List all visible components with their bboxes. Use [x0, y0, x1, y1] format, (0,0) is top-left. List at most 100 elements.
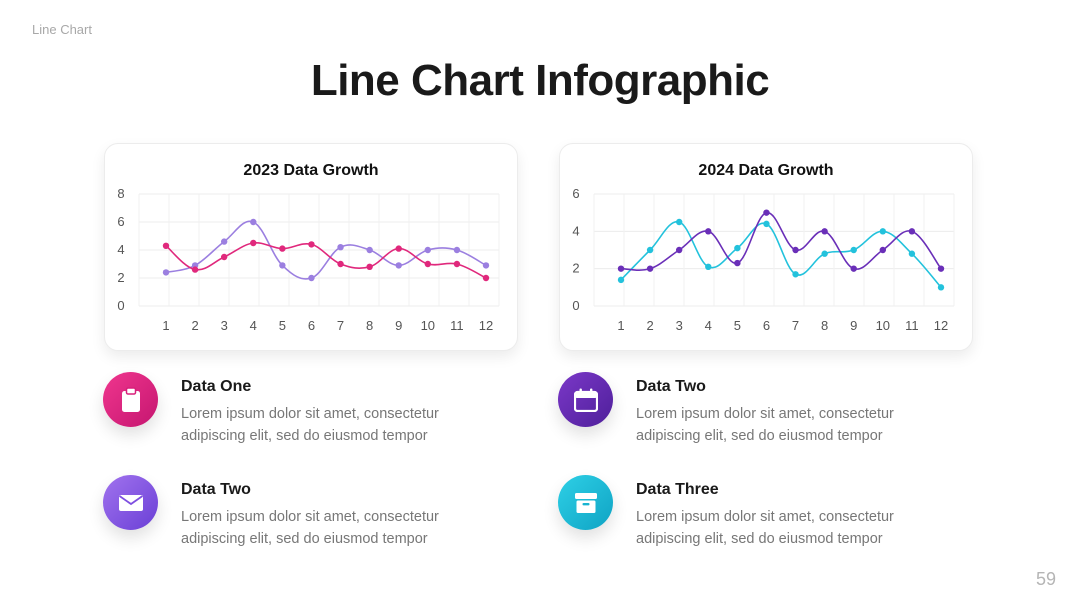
y-tick-label: 6 [117, 214, 124, 229]
data-point [850, 246, 857, 254]
item-description: Lorem ipsum dolor sit amet, consectetur … [636, 406, 894, 444]
x-tick-label: 1 [162, 318, 169, 333]
calendar-icon [558, 372, 613, 427]
series-line-2 [620, 211, 942, 271]
data-point [337, 260, 344, 268]
y-tick-label: 2 [572, 261, 579, 276]
data-point [908, 250, 916, 257]
x-tick-label: 11 [905, 318, 919, 333]
x-tick-label: 8 [821, 318, 828, 333]
info-item-data-three: Data Three Lorem ipsum dolor sit amet, c… [558, 475, 958, 555]
info-item-data-two-right: Data Two Lorem ipsum dolor sit amet, con… [558, 372, 958, 452]
data-point [162, 269, 170, 276]
item-title: Data Three [636, 481, 719, 498]
data-point [279, 245, 286, 252]
x-tick-label: 2 [191, 318, 198, 333]
clipboard-icon [103, 372, 158, 427]
page-number: 59 [1035, 569, 1056, 589]
x-tick-label: 10 [876, 318, 890, 333]
item-title: Data Two [181, 481, 251, 498]
item-title: Data One [181, 378, 252, 395]
data-point [675, 246, 683, 254]
data-point [482, 274, 490, 282]
x-tick-label: 6 [763, 318, 770, 333]
data-point [453, 246, 461, 254]
data-point [337, 244, 344, 251]
x-tick-label: 10 [421, 318, 435, 333]
data-point [617, 276, 625, 284]
x-tick-label: 3 [221, 318, 228, 333]
section-label: Line Chart [32, 22, 92, 37]
data-point [162, 242, 170, 249]
data-point [395, 245, 402, 252]
data-point [395, 262, 402, 269]
x-tick-label: 7 [792, 318, 799, 333]
x-tick-label: 6 [308, 318, 315, 333]
data-point [617, 265, 625, 272]
data-point [821, 250, 828, 257]
data-point [646, 246, 654, 254]
x-tick-label: 5 [734, 318, 741, 333]
page-title: Line Chart Infographic [310, 56, 770, 105]
data-point [191, 266, 199, 273]
x-tick-label: 2 [646, 318, 653, 333]
x-tick-label: 7 [337, 318, 344, 333]
data-point [879, 246, 887, 254]
data-point [937, 284, 945, 291]
chart-title: 2023 Data Growth [243, 162, 379, 179]
data-point [646, 265, 654, 272]
data-point [220, 238, 228, 245]
chart-card-2024: 2024 Data Growth 0 2 4 6 1 2 3 4 5 6 7 8 9 10 11 12 [559, 143, 973, 351]
data-point [308, 274, 315, 282]
chart-title: 2024 Data Growth [698, 162, 834, 179]
data-point [366, 246, 373, 254]
data-point [734, 244, 741, 252]
data-point [792, 246, 799, 254]
data-point [937, 265, 945, 272]
x-tick-label: 4 [250, 318, 257, 333]
chart-card-2023: 2023 Data Growth 0 2 4 6 8 1 2 3 4 5 6 7 8 9 10 11 12 [104, 143, 518, 351]
data-point [308, 241, 315, 248]
data-point [675, 218, 683, 226]
y-tick-label: 0 [572, 298, 579, 313]
data-point [705, 263, 712, 270]
info-item-data-two-left: Data Two Lorem ipsum dolor sit amet, con… [103, 475, 503, 555]
x-tick-label: 9 [850, 318, 857, 333]
y-tick-label: 6 [572, 186, 579, 201]
data-point [482, 262, 490, 269]
x-tick-label: 4 [705, 318, 712, 333]
data-point [453, 260, 461, 268]
x-tick-label: 8 [366, 318, 373, 333]
y-tick-label: 2 [117, 270, 124, 285]
data-point [850, 265, 857, 272]
y-tick-label: 8 [117, 186, 124, 201]
x-tick-label: 1 [617, 318, 624, 333]
data-point [250, 218, 257, 226]
data-point [821, 228, 828, 235]
data-point [220, 253, 228, 261]
data-point [279, 262, 286, 269]
data-point [792, 271, 799, 278]
archive-box-icon [558, 475, 613, 530]
y-tick-label: 0 [117, 298, 124, 313]
chart-grid [593, 193, 955, 307]
data-point [424, 260, 432, 268]
item-description: Lorem ipsum dolor sit amet, consectetur … [636, 509, 894, 547]
data-point [424, 246, 432, 254]
data-point [705, 228, 712, 235]
data-point [366, 263, 373, 270]
data-point [879, 228, 887, 235]
y-tick-label: 4 [117, 242, 124, 257]
item-title: Data Two [636, 378, 706, 395]
item-description: Lorem ipsum dolor sit amet, consectetur … [181, 509, 439, 547]
data-point [734, 259, 741, 267]
x-tick-label: 12 [479, 318, 493, 333]
x-tick-label: 12 [934, 318, 948, 333]
data-point [763, 220, 770, 228]
info-item-data-one: Data One Lorem ipsum dolor sit amet, con… [103, 372, 503, 452]
item-description: Lorem ipsum dolor sit amet, consectetur … [181, 406, 439, 444]
x-tick-label: 9 [395, 318, 402, 333]
x-tick-label: 5 [279, 318, 286, 333]
